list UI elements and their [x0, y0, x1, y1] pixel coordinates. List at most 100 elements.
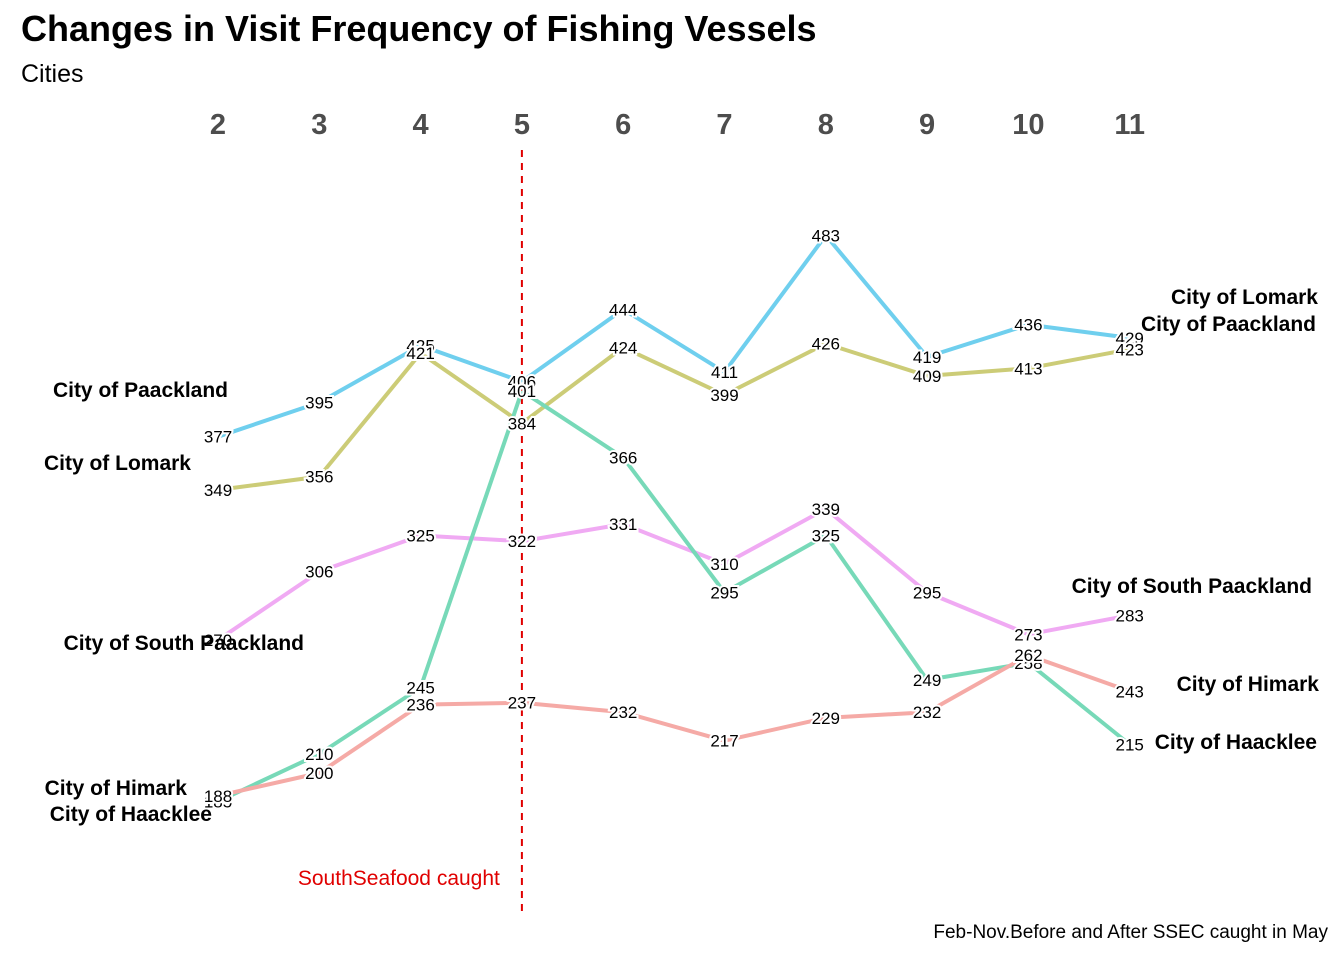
data-label: 384 [508, 414, 536, 433]
series-line-segment [318, 533, 422, 574]
series-line-segment [1028, 613, 1131, 637]
data-label: 325 [812, 527, 840, 546]
series-line-segment [217, 771, 320, 798]
data-label: 217 [710, 732, 738, 751]
data-label: 349 [204, 481, 232, 500]
series-line-segment [926, 653, 1030, 714]
data-label: 236 [406, 696, 434, 715]
x-tick-label: 7 [716, 109, 732, 141]
series-line-segment [825, 710, 928, 720]
x-tick-label: 3 [311, 109, 327, 141]
left-series-label: City of Lomark [44, 452, 191, 475]
series-line-segment [723, 507, 827, 566]
series-line-segment [217, 474, 320, 492]
series-line-segment [419, 351, 524, 426]
series-line-segment [621, 456, 727, 594]
series-line-segment [622, 710, 726, 743]
series-line-segment [926, 590, 1030, 637]
series-line-segment [1028, 322, 1130, 340]
data-label: 237 [508, 694, 536, 713]
series-line-segment [926, 366, 1029, 378]
left-series-label: City of Haacklee [50, 803, 212, 826]
right-series-label: City of Haacklee [1155, 731, 1317, 754]
series-line-segment [824, 507, 929, 595]
series-line-segment [723, 533, 827, 595]
data-label: 322 [508, 532, 536, 551]
x-tick-label: 2 [210, 109, 226, 141]
data-label: 399 [710, 386, 738, 405]
data-label: 421 [406, 344, 434, 363]
data-label: 366 [609, 449, 637, 468]
right-series-label: City of South Paackland [1072, 575, 1312, 598]
x-tick-label: 11 [1114, 109, 1145, 141]
series-line-segment [318, 343, 422, 405]
right-series-label: City of Lomark [1171, 286, 1318, 309]
series-line-segment [217, 400, 320, 439]
chart-subtitle: Cities [21, 60, 84, 88]
data-label: 483 [812, 226, 840, 245]
chart-caption: Feb-Nov.Before and After SSEC caught in … [933, 922, 1328, 943]
data-label: 424 [609, 338, 637, 357]
data-label: 395 [305, 394, 333, 413]
series-line-segment [824, 234, 929, 359]
data-label: 339 [812, 500, 840, 519]
data-label: 185 [204, 793, 232, 812]
data-label: 401 [508, 382, 536, 401]
series-line-segment [926, 322, 1030, 359]
data-label: 429 [1116, 329, 1144, 348]
data-label: 425 [406, 337, 434, 356]
series-line-segment [1027, 661, 1131, 747]
series-line-segment [724, 715, 827, 743]
data-label: 413 [1014, 359, 1042, 378]
series-line-segment [418, 390, 524, 689]
series-line-segment [520, 345, 625, 425]
data-label: 232 [913, 703, 941, 722]
data-label: 436 [1014, 316, 1042, 335]
series-line-segment [318, 702, 422, 775]
left-series-label: City of Himark [45, 777, 188, 800]
data-label: 262 [1014, 646, 1042, 665]
series-line-segment [622, 307, 726, 374]
data-label: 249 [913, 671, 941, 690]
left-series-label: City of Paackland [53, 379, 228, 402]
x-tick-label: 8 [818, 109, 834, 141]
data-label: 406 [508, 373, 536, 392]
series-line-segment [722, 234, 828, 374]
x-tick-label: 9 [919, 109, 935, 141]
x-tick-label: 6 [615, 109, 631, 141]
data-label: 356 [305, 468, 333, 487]
data-label: 283 [1116, 606, 1144, 625]
series-line-segment [622, 522, 726, 566]
data-label: 232 [609, 703, 637, 722]
series-line-segment [1027, 653, 1131, 694]
data-label: 229 [812, 709, 840, 728]
series-line-segment [1028, 347, 1131, 371]
data-label: 258 [1014, 654, 1042, 673]
right-series-label: City of Himark [1177, 673, 1320, 696]
data-label: 411 [711, 363, 738, 382]
data-label: 306 [305, 563, 333, 582]
series-line-segment [419, 343, 523, 384]
data-label: 331 [609, 515, 637, 534]
data-label: 200 [305, 764, 333, 783]
data-label: 245 [406, 679, 434, 698]
series-line-segment [420, 700, 522, 707]
data-label: 310 [710, 555, 738, 574]
data-label: 444 [609, 300, 637, 319]
series-line-segment [521, 522, 624, 544]
annotation-label: SouthSeafood caught [298, 867, 500, 890]
series-line-segment [622, 345, 726, 397]
series-line-segment [723, 341, 827, 397]
series-line-segment [520, 389, 625, 460]
series-line-segment [824, 534, 929, 682]
series-line-segment [521, 700, 624, 715]
data-label: 377 [204, 428, 232, 447]
data-label: 215 [1116, 736, 1144, 755]
data-label: 419 [913, 348, 941, 367]
data-label: 210 [305, 745, 333, 764]
x-tick-label: 10 [1012, 109, 1044, 141]
data-label: 295 [913, 584, 941, 603]
data-label: 426 [812, 335, 840, 354]
data-label: 325 [406, 527, 434, 546]
